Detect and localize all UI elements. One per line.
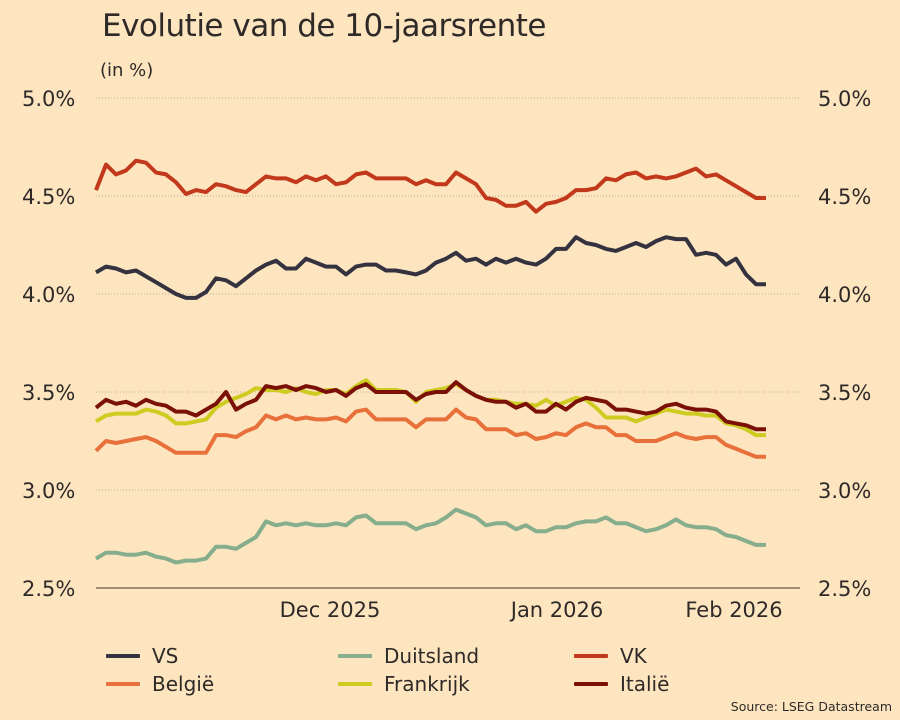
y-tick-label-left: 3.0%: [22, 479, 75, 503]
y-tick-label-right: 5.0%: [818, 87, 871, 111]
legend-label: België: [152, 672, 215, 696]
legend-item-vs: VS: [106, 644, 178, 668]
legend-swatch-frankrijk: [338, 682, 372, 686]
series-line-vs: [94, 235, 766, 300]
source-note: Source: LSEG Datastream: [730, 699, 892, 714]
line-chart: 2.5% 3.0% 3.5% 4.0% 4.5% 5.0% 2.5% 3.0% 3.5% 4.0…: [22, 87, 871, 622]
series-line-italie: [94, 380, 766, 432]
legend-label: VS: [152, 644, 179, 668]
x-tick-label: Feb 2026: [685, 598, 782, 622]
legend-swatch-belgie: [106, 682, 140, 686]
y-tick-label-right: 2.5%: [818, 577, 871, 601]
y-tick-label-left: 4.5%: [22, 185, 75, 209]
y-tick-label-left: 3.5%: [22, 381, 75, 405]
legend-swatch-duitsland: [338, 654, 372, 658]
legend-label: Italië: [620, 672, 670, 696]
y-tick-label-left: 4.0%: [22, 283, 75, 307]
legend-item-belgie: België: [106, 672, 214, 696]
legend-swatch-vs: [106, 654, 140, 658]
series-line-vk: [94, 158, 766, 214]
chart-title: Evolutie van de 10-jaarsrente: [102, 8, 546, 44]
y-axis-right: 2.5% 3.0% 3.5% 4.0% 4.5% 5.0%: [818, 87, 871, 601]
legend-swatch-vk: [574, 654, 608, 658]
y-tick-label-right: 4.5%: [818, 185, 871, 209]
series-line-belgie: [94, 407, 766, 459]
x-axis: Dec 2025 Jan 2026 Feb 2026: [280, 598, 783, 622]
series-lines: [94, 158, 766, 565]
legend-item-italie: Italië: [574, 672, 669, 696]
y-tick-label-right: 3.5%: [818, 381, 871, 405]
y-tick-label-left: 5.0%: [22, 87, 75, 111]
legend-item-frankrijk: Frankrijk: [338, 672, 470, 696]
series-line-duitsland: [94, 507, 766, 565]
x-tick-label: Dec 2025: [280, 598, 381, 622]
legend-item-vk: VK: [574, 644, 647, 668]
y-tick-label-right: 3.0%: [818, 479, 871, 503]
chart-subtitle: (in %): [100, 60, 154, 81]
x-tick-label: Jan 2026: [509, 598, 604, 622]
y-tick-label-right: 4.0%: [818, 283, 871, 307]
legend-label: Frankrijk: [384, 672, 470, 696]
legend-label: Duitsland: [384, 644, 480, 668]
legend-label: VK: [620, 644, 647, 668]
legend-item-duitsland: Duitsland: [338, 644, 479, 668]
legend-swatch-italie: [574, 682, 608, 686]
y-axis-left: 2.5% 3.0% 3.5% 4.0% 4.5% 5.0%: [22, 87, 75, 601]
y-tick-label-left: 2.5%: [22, 577, 75, 601]
